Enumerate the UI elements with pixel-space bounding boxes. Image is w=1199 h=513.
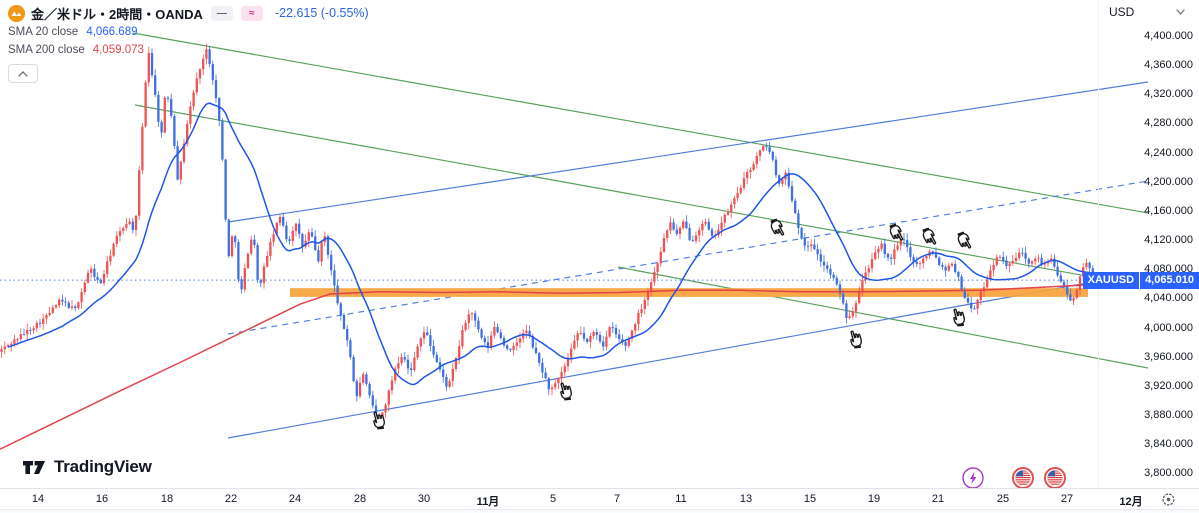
time-tick: 13: [739, 493, 753, 505]
indicator-label: SMA 200 close: [8, 44, 85, 56]
time-tick: 25: [996, 493, 1010, 505]
price-tick: 4,240.000: [1144, 146, 1193, 159]
collapse-legend-button[interactable]: [8, 64, 38, 83]
tradingview-logo[interactable]: TradingView: [22, 457, 152, 477]
indicator-row-0[interactable]: SMA 20 close 4,066.689: [8, 23, 369, 41]
price-scale-separator: [1098, 0, 1099, 488]
indicator-legend-rows: SMA 20 close 4,066.689 SMA 200 close 4,059.…: [8, 23, 369, 59]
time-tick: 21: [931, 493, 945, 505]
hand-pointer-up-icon[interactable]: [847, 328, 864, 351]
chevron-up-icon: [18, 70, 28, 77]
price-tick: 4,400.000: [1144, 30, 1193, 42]
time-tick: 15: [803, 493, 817, 505]
tradingview-logo-icon: [23, 460, 45, 474]
time-tick: 18: [160, 493, 174, 505]
time-tick: 12月: [1119, 496, 1143, 508]
sma-20-line[interactable]: [7, 102, 1093, 386]
tradingview-logo-text: TradingView: [54, 457, 152, 476]
green-trendline-low[interactable]: [617, 266, 1149, 369]
indicator-value: 4,059.073: [92, 44, 144, 56]
time-tick: 5: [549, 493, 557, 505]
hand-pointer-down-icon[interactable]: [919, 225, 939, 248]
hand-pointer-down-icon[interactable]: [954, 229, 974, 252]
blue-channel-lower[interactable]: [227, 271, 1149, 439]
hand-markers[interactable]: [370, 216, 974, 432]
symbol-row[interactable]: 金／米ドル・2時間・OANDA — ≈ -22.615 (-0.55%): [8, 3, 369, 23]
price-tick: 4,320.000: [1144, 88, 1193, 101]
hand-pointer-down-icon[interactable]: [767, 216, 787, 239]
green-channel-lower[interactable]: [134, 104, 1149, 288]
price-tick: 4,160.000: [1144, 204, 1193, 217]
last-price-symbol: XAUUSD: [1082, 271, 1141, 289]
indicator-label: SMA 20 close: [8, 26, 79, 38]
last-price-value: 4,065.010: [1140, 271, 1199, 289]
blue-dashed-midline[interactable]: [227, 180, 1149, 335]
approx-badge[interactable]: ≈: [240, 5, 263, 21]
time-tick: 14: [31, 493, 45, 505]
price-tick: 3,800.000: [1144, 467, 1193, 480]
price-tick: 4,000.000: [1144, 321, 1193, 334]
time-tick: 30: [417, 493, 431, 505]
price-tick: 4,280.000: [1144, 117, 1193, 130]
price-tick: 3,960.000: [1144, 350, 1193, 363]
scale-settings-gear-icon[interactable]: [1161, 492, 1176, 512]
price-tick: 4,120.000: [1144, 234, 1193, 247]
hand-pointer-down-icon[interactable]: [886, 221, 906, 244]
time-tick: 16: [95, 493, 109, 505]
time-tick: 28: [353, 493, 367, 505]
green-channel-upper[interactable]: [132, 32, 1149, 214]
blue-channel-upper[interactable]: [227, 81, 1149, 223]
time-tick: 22: [224, 493, 238, 505]
us-flag-event-icon[interactable]: [1044, 467, 1066, 489]
indicator-row-1[interactable]: SMA 200 close 4,059.073: [8, 41, 369, 59]
price-tick: 3,880.000: [1144, 408, 1193, 421]
symbol-title[interactable]: 金／米ドル・2時間・OANDA: [31, 6, 203, 22]
time-scale[interactable]: 14 16 18 22 24 28 30 11月 5 7 11 13 15 19 21 25 27 12月: [0, 488, 1199, 509]
trendline-drawings[interactable]: [132, 32, 1149, 439]
time-tick: 11月: [476, 496, 500, 508]
minimize-indicator-badge[interactable]: —: [210, 5, 233, 21]
price-change-text: -22.615 (-0.55%): [274, 6, 369, 20]
gold-symbol-icon: [8, 4, 25, 22]
price-tick: 4,200.000: [1144, 175, 1193, 188]
indicator-value: 4,066.689: [86, 26, 138, 38]
price-scale-currency[interactable]: USD: [1109, 5, 1185, 19]
price-scale[interactable]: USD 4,400.000 4,360.000 4,320.000 4,280.000…: [1082, 0, 1199, 488]
sma-200-line[interactable]: [0, 283, 1095, 450]
hand-pointer-up-icon[interactable]: [557, 380, 574, 403]
candlestick-series: [0, 43, 1094, 428]
time-tick: 7: [613, 493, 621, 505]
chart-legend: 金／米ドル・2時間・OANDA — ≈ -22.615 (-0.55%) SMA…: [8, 3, 369, 83]
price-tick: 4,040.000: [1144, 292, 1193, 305]
time-tick: 27: [1060, 493, 1074, 505]
us-flag-event-icon[interactable]: [1012, 467, 1034, 489]
time-tick: 19: [867, 493, 881, 505]
window-bottom-strip: [0, 509, 1199, 513]
hand-pointer-up-icon[interactable]: [950, 306, 967, 329]
support-zone-rectangle[interactable]: [290, 288, 1088, 297]
price-tick: 3,920.000: [1144, 379, 1193, 392]
price-tick: 3,840.000: [1144, 438, 1193, 451]
price-tick: 4,360.000: [1144, 59, 1193, 72]
last-price-label: XAUUSD 4,065.010: [1082, 271, 1199, 289]
lightning-event-icon[interactable]: [962, 467, 984, 489]
time-tick: 11: [675, 493, 687, 505]
time-tick: 24: [288, 493, 302, 505]
chevron-down-icon: [1176, 9, 1185, 15]
currency-label: USD: [1109, 5, 1135, 19]
